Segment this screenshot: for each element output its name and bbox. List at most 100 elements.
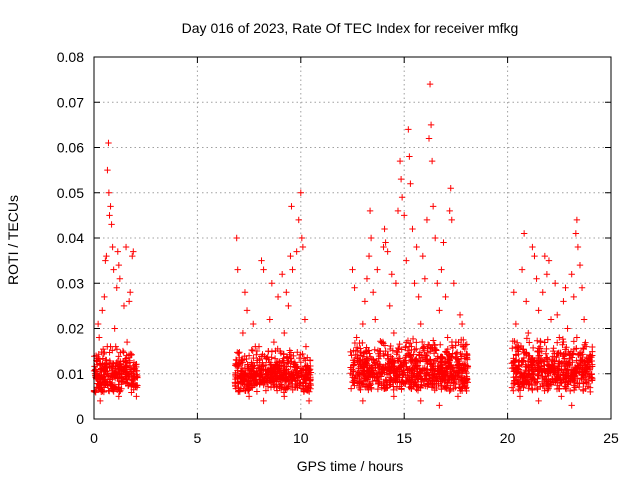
cluster-point (537, 358, 544, 365)
cluster-point (394, 379, 401, 386)
cluster-point (244, 373, 251, 380)
cluster-point (265, 356, 272, 363)
cluster-point (277, 385, 285, 392)
cluster-point (289, 380, 296, 388)
y-tick-label: 0.03 (57, 275, 84, 291)
cluster-point (403, 364, 410, 372)
data-point (94, 320, 102, 328)
cluster-point (508, 365, 516, 372)
data-point (434, 280, 441, 287)
cluster-point (114, 386, 121, 393)
cluster-point (273, 378, 280, 385)
cluster-point (429, 363, 436, 370)
data-point (101, 293, 108, 301)
cluster-point (437, 341, 444, 348)
x-tick-label: 15 (396, 430, 412, 446)
cluster-point (423, 352, 430, 360)
cluster-point (535, 348, 543, 356)
cluster-point (525, 379, 532, 387)
cluster-point (448, 371, 456, 378)
cluster-point (378, 339, 385, 346)
cluster-point (233, 357, 240, 364)
data-point (359, 397, 367, 405)
cluster-point (383, 381, 391, 388)
cluster-point (451, 375, 458, 383)
cluster-point (296, 354, 303, 362)
cluster-point (422, 382, 429, 390)
cluster-point (577, 349, 585, 356)
data-point (295, 216, 302, 224)
cluster-point (511, 380, 519, 387)
cluster-point (559, 335, 567, 343)
data-point (107, 343, 114, 350)
data-point (287, 252, 294, 260)
cluster-point (357, 345, 364, 352)
cluster-point (365, 386, 372, 394)
data-point (407, 180, 414, 187)
cluster-point (561, 383, 568, 390)
data-point (392, 280, 400, 287)
cluster-point (356, 357, 363, 365)
cluster-point (385, 370, 393, 377)
cluster-point (544, 386, 551, 394)
data-point (436, 307, 443, 314)
cluster-point (463, 341, 470, 348)
data-point (97, 397, 104, 405)
cluster-point (463, 350, 470, 358)
cluster-point (109, 372, 116, 380)
cluster-point (109, 385, 116, 393)
cluster-point (104, 382, 111, 389)
cluster-point (513, 369, 520, 376)
cluster-point (415, 372, 422, 379)
cluster-point (438, 382, 446, 390)
cluster-point (541, 362, 548, 369)
cluster-point (570, 338, 578, 345)
cluster-point (405, 343, 413, 350)
data-point (388, 271, 395, 278)
cluster-point (264, 383, 272, 390)
cluster-point (434, 353, 442, 360)
cluster-point (541, 387, 548, 394)
cluster-point (444, 364, 451, 372)
data-point (129, 252, 136, 260)
cluster-point (284, 359, 291, 366)
data-point (551, 280, 559, 287)
cluster-point (268, 372, 275, 379)
cluster-point (563, 344, 570, 351)
cluster-point (441, 378, 448, 386)
data-point (545, 257, 553, 264)
cluster-point (398, 346, 405, 353)
data-point (372, 316, 379, 323)
cluster-point (444, 379, 452, 386)
data-point (93, 361, 101, 368)
cluster-point (232, 362, 239, 369)
cluster-point (445, 376, 452, 384)
data-point (298, 234, 306, 242)
cluster-point (302, 383, 309, 390)
cluster-point (390, 368, 397, 376)
data-point (266, 316, 273, 323)
cluster-point (365, 347, 373, 354)
data-point (543, 271, 551, 278)
data-point (107, 203, 114, 210)
cluster-point (423, 370, 430, 378)
data-point (535, 307, 542, 314)
cluster-point (406, 351, 413, 359)
cluster-point (398, 386, 405, 393)
data-point (120, 302, 128, 310)
cluster-point (560, 338, 567, 346)
cluster-point (569, 368, 577, 376)
cluster-point (570, 386, 578, 394)
cluster-point (390, 386, 397, 394)
y-tick-label: 0 (76, 411, 84, 427)
cluster-point (234, 378, 242, 386)
data-point (270, 338, 278, 346)
cluster-point (101, 377, 109, 385)
cluster-point (428, 384, 436, 391)
data-point (289, 266, 296, 273)
data-point (114, 248, 121, 255)
data-point (558, 366, 565, 373)
data-point (367, 234, 375, 242)
cluster-point (549, 375, 556, 383)
data-point (132, 361, 139, 368)
